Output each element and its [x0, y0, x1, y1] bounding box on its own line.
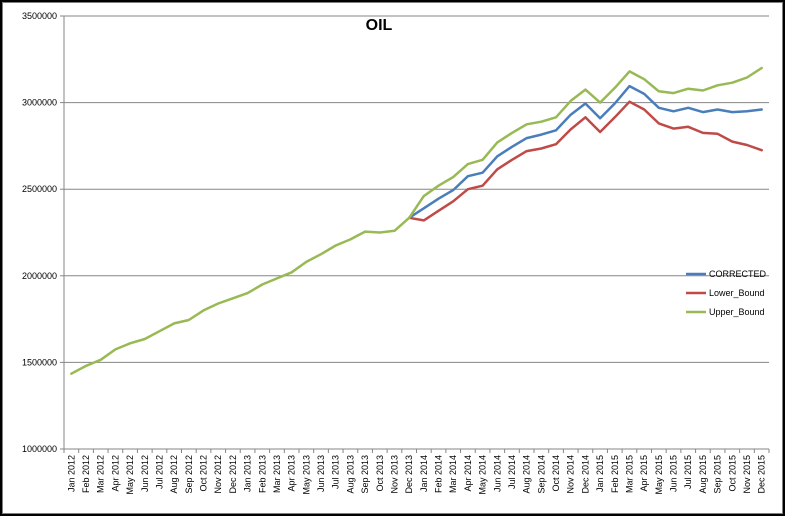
- x-tick-label: Jan 2013: [243, 455, 253, 492]
- x-tick-label: Nov 2012: [213, 455, 223, 494]
- x-tick-label: Mar 2015: [624, 455, 634, 493]
- gridlines: [64, 15, 769, 363]
- x-tick-label: Aug 2013: [345, 455, 355, 494]
- x-tick-label: Jul 2014: [507, 455, 517, 489]
- x-tick-label: Jan 2015: [595, 455, 605, 492]
- x-tick-label: Aug 2015: [698, 455, 708, 494]
- legend-label-upper-bound: Upper_Bound: [709, 307, 765, 317]
- x-tick-label: Apr 2013: [287, 455, 297, 492]
- x-tick-label: Jul 2015: [683, 455, 693, 489]
- x-tick-label: Nov 2015: [742, 455, 752, 494]
- x-tick-label: Dec 2012: [228, 455, 238, 494]
- x-tick-label: Oct 2012: [199, 455, 209, 492]
- x-tick-label: Sep 2015: [713, 455, 723, 494]
- chart-title: OIL: [366, 17, 393, 34]
- x-tick-label: Jun 2015: [669, 455, 679, 492]
- x-tick-label: Feb 2014: [434, 455, 444, 493]
- x-tick-label: Jul 2012: [154, 455, 164, 489]
- x-tick-label: Feb 2013: [257, 455, 267, 493]
- x-tick-label: Jul 2013: [331, 455, 341, 489]
- oil-line-chart: 1000000 1500000 2000000 2500000 3000000 35000…: [22, 11, 770, 495]
- x-tick-label: Dec 2015: [757, 455, 767, 494]
- x-tick-label: Dec 2013: [404, 455, 414, 494]
- axes: [63, 16, 769, 450]
- x-tick-label: Jun 2014: [492, 455, 502, 492]
- y-axis-ticks: 1000000 1500000 2000000 2500000 3000000 35000…: [22, 11, 64, 454]
- series-line-corrected: [407, 84, 763, 220]
- x-tick-label: Oct 2013: [375, 455, 385, 492]
- x-tick-label: Dec 2014: [580, 455, 590, 494]
- y-tick-label: 3500000: [22, 11, 57, 21]
- x-tick-label: Jan 2012: [66, 455, 76, 492]
- x-tick-label: Mar 2012: [96, 455, 106, 493]
- y-tick-label: 2500000: [22, 184, 57, 194]
- x-tick-label: Mar 2014: [448, 455, 458, 493]
- x-tick-label: Aug 2014: [522, 455, 532, 494]
- legend-label-lower-bound: Lower_Bound: [709, 288, 765, 298]
- x-tick-label: Sep 2013: [360, 455, 370, 494]
- x-tick-label: Oct 2015: [727, 455, 737, 492]
- x-tick-label: Jun 2012: [140, 455, 150, 492]
- x-tick-label: May 2012: [125, 455, 135, 495]
- x-tick-label: Sep 2012: [184, 455, 194, 494]
- x-tick-label: Apr 2015: [639, 455, 649, 492]
- legend-label-corrected: CORRECTED: [709, 269, 767, 279]
- x-tick-label: Feb 2015: [610, 455, 620, 493]
- x-tick-label: May 2013: [301, 455, 311, 495]
- x-tick-label: Mar 2013: [272, 455, 282, 493]
- y-tick-label: 2000000: [22, 271, 57, 281]
- x-tick-label: Nov 2013: [389, 455, 399, 494]
- x-tick-label: Oct 2014: [551, 455, 561, 492]
- x-tick-label: Apr 2014: [463, 455, 473, 492]
- x-axis-ticks: Jan 2012 Feb 2012 Mar 2012 Apr 2012 May 2012…: [63, 449, 770, 495]
- x-tick-label: Jan 2014: [419, 455, 429, 492]
- y-tick-label: 1500000: [22, 357, 57, 367]
- x-tick-label: Feb 2012: [81, 455, 91, 493]
- x-tick-label: Sep 2014: [536, 455, 546, 494]
- x-tick-label: Apr 2012: [110, 455, 120, 492]
- x-tick-label: May 2015: [654, 455, 664, 495]
- x-tick-label: Nov 2014: [566, 455, 576, 494]
- series-line-upper-bound: [70, 66, 763, 375]
- x-tick-label: May 2014: [478, 455, 488, 495]
- y-tick-label: 3000000: [22, 98, 57, 108]
- x-tick-label: Jun 2013: [316, 455, 326, 492]
- series-line-lower-bound: [407, 100, 763, 222]
- x-tick-label: Aug 2012: [169, 455, 179, 494]
- y-tick-label: 1000000: [22, 444, 57, 454]
- series-lines: [70, 66, 763, 375]
- legend: CORRECTED Lower_Bound Upper_Bound: [686, 269, 767, 317]
